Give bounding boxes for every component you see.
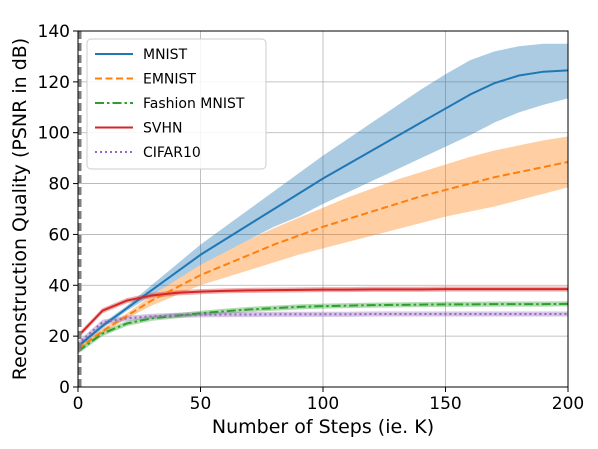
x-tick-label: 200 [552, 394, 584, 414]
y-tick-label: 100 [38, 124, 70, 144]
line-cifar10 [77, 313, 568, 345]
x-tick-label: 0 [73, 394, 84, 414]
x-axis-label: Number of Steps (ie. K) [212, 416, 434, 438]
series-lines [77, 69, 569, 353]
y-tick-label: 140 [38, 22, 70, 42]
y-tick-label: 60 [48, 225, 70, 245]
x-tick-label: 150 [429, 394, 461, 414]
legend-label-mnist: MNIST [143, 47, 188, 63]
legend: MNIST EMNIST Fashion MNIST SVHN CIFAR10 [86, 38, 267, 170]
legend-box [86, 38, 267, 170]
x-tick-label: 50 [190, 394, 212, 414]
legend-label-emnist: EMNIST [143, 72, 196, 88]
y-axis-label: Reconstruction Quality (PSNR in dB) [9, 38, 31, 380]
legend-label-svhn: SVHN [143, 121, 182, 137]
y-tick-label: 0 [59, 378, 70, 398]
band-mnist [78, 43, 568, 349]
y-tick-label: 20 [48, 327, 70, 347]
line-emnist [77, 160, 569, 350]
y-tick-label: 40 [48, 276, 70, 296]
line-fashion-mnist [77, 302, 569, 353]
x-tick-label: 100 [307, 394, 339, 414]
y-tick-label: 120 [38, 73, 70, 93]
legend-label-cifar10: CIFAR10 [143, 145, 201, 161]
line-svhn [77, 288, 568, 337]
y-tick-label: 80 [48, 175, 70, 195]
legend-label-fashion-mnist: Fashion MNIST [143, 96, 245, 112]
band-cifar10 [78, 311, 568, 347]
axis-ticks: 0 50 100 150 200 0 20 40 60 80 100 120 140 [38, 22, 585, 414]
line-mnist [77, 69, 569, 348]
